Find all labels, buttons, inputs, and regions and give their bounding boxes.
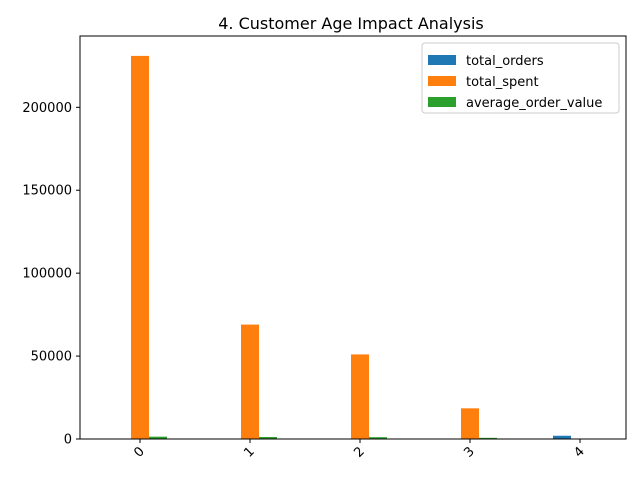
- legend-box: [421, 42, 620, 114]
- legend-swatch-total_orders: [428, 55, 456, 65]
- x-tick-label: 0: [131, 444, 147, 460]
- bar-total_spent-2: [351, 354, 369, 439]
- bar-average_order_value-0: [149, 436, 167, 439]
- bar-total_spent-3: [461, 408, 479, 439]
- legend-label-total_orders: total_orders: [466, 54, 544, 69]
- y-tick-label: 200000: [22, 101, 72, 116]
- bar-total_spent-1: [241, 324, 259, 439]
- legend-swatch-average_order_value: [428, 97, 456, 107]
- legend-label-total_spent: total_spent: [466, 75, 539, 90]
- plot-frame: [79, 35, 627, 440]
- legend-swatch-total_spent: [428, 76, 456, 86]
- bar-average_order_value-3: [479, 437, 497, 439]
- bar-average_order_value-1: [259, 437, 277, 439]
- y-tick-label: 100000: [22, 267, 72, 282]
- legend-label-average_order_value: average_order_value: [466, 96, 602, 111]
- legend: total_orders total_spent average_order_val…: [421, 42, 620, 114]
- bars-group: [113, 55, 571, 439]
- x-tick-label: 3: [461, 444, 477, 460]
- bar-total_orders-4: [553, 435, 571, 439]
- bar-average_order_value-2: [369, 437, 387, 439]
- y-tick-label: 0: [64, 433, 72, 448]
- x-tick-label: 4: [571, 444, 587, 460]
- x-tick-label: 2: [351, 444, 367, 460]
- x-tick-label: 1: [241, 444, 257, 460]
- chart-title: 4. Customer Age Impact Analysis: [218, 14, 484, 33]
- y-tick-label: 50000: [31, 350, 72, 365]
- y-tick-label: 150000: [22, 184, 72, 199]
- bar-total_spent-0: [131, 55, 149, 439]
